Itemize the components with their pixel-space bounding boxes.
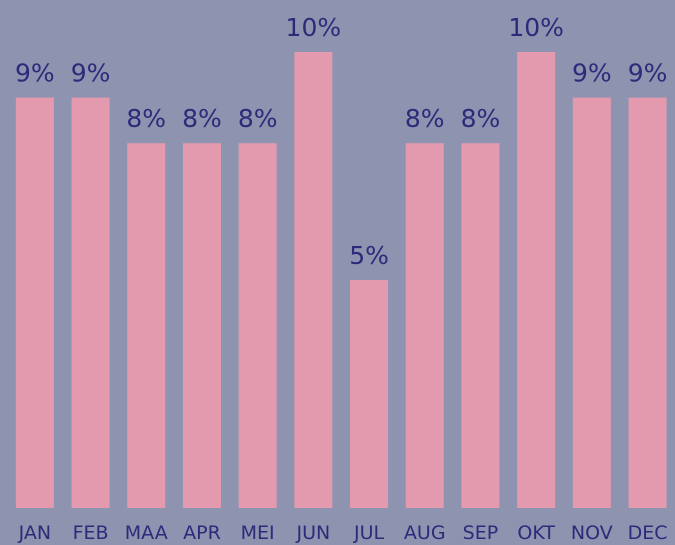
value-label: 9%: [628, 59, 668, 88]
value-label: 9%: [572, 59, 612, 88]
x-tick-label: DEC: [628, 522, 668, 544]
x-tick-label: SEP: [463, 522, 499, 544]
bar: [350, 280, 389, 508]
x-tick-label: MEI: [241, 522, 275, 544]
x-tick-label: JAN: [18, 522, 51, 544]
bar: [182, 143, 221, 508]
x-tick-label: AUG: [404, 522, 446, 544]
x-tick-label: FEB: [73, 522, 109, 544]
value-label: 10%: [286, 13, 342, 42]
value-label: 8%: [461, 104, 501, 133]
bar: [628, 97, 667, 508]
x-tick-label: JUL: [353, 522, 385, 544]
bar: [127, 143, 166, 508]
value-label: 5%: [349, 241, 389, 270]
value-label: 8%: [405, 104, 445, 133]
value-label: 8%: [126, 104, 166, 133]
bar: [517, 52, 556, 508]
bar: [461, 143, 500, 508]
bar: [405, 143, 444, 508]
bar: [238, 143, 277, 508]
bar: [15, 97, 54, 508]
x-tick-label: JUN: [295, 522, 330, 544]
x-tick-label: APR: [183, 522, 221, 544]
value-label: 9%: [15, 59, 55, 88]
x-tick-label: OKT: [517, 522, 555, 544]
bar: [71, 97, 110, 508]
value-label: 8%: [182, 104, 222, 133]
value-label: 8%: [238, 104, 278, 133]
value-label: 10%: [508, 13, 564, 42]
x-tick-label: NOV: [571, 522, 613, 544]
bar: [294, 52, 333, 508]
value-label: 9%: [71, 59, 111, 88]
bar: [572, 97, 611, 508]
x-tick-label: MAA: [125, 522, 168, 544]
